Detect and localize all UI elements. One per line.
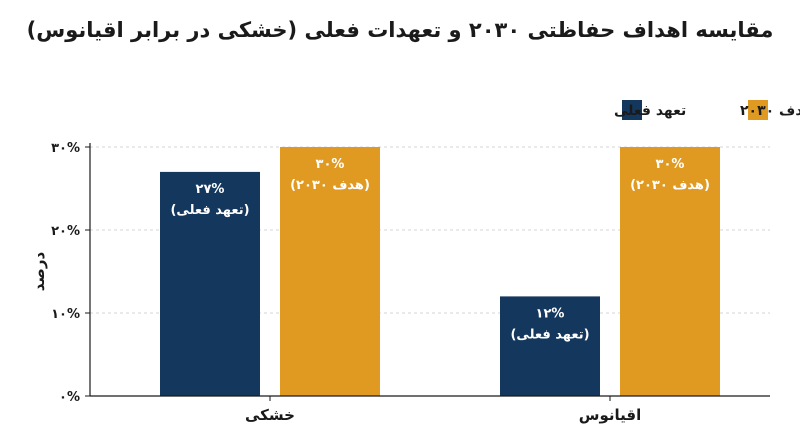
data-label-value: ۱۲% (536, 306, 565, 321)
y-tick-label: ۳۰% (51, 141, 80, 156)
bar (280, 147, 380, 396)
bars (160, 147, 720, 396)
bar (620, 147, 720, 396)
chart-title: مقایسه اهداف حفاظتی ۲۰۳۰ و تعهدات فعلی (… (26, 18, 774, 42)
legend-label: هدف ۲۰۳۰ (740, 103, 800, 119)
y-axis-label: درصد (30, 251, 48, 291)
data-label-value: ۲۷% (196, 182, 225, 197)
bar (500, 296, 600, 396)
legend-swatch (622, 100, 642, 120)
data-label-series: (تعهد فعلی) (170, 203, 249, 218)
x-tick-label: اقیانوس (579, 406, 641, 424)
legend-swatch (748, 100, 768, 120)
legend: هدف ۲۰۳۰ تعهد فعلی (614, 100, 800, 120)
data-label-value: ۳۰% (316, 157, 345, 172)
data-label-series: (هدف ۲۰۳۰) (290, 178, 370, 193)
y-tick-label: ۰% (59, 390, 80, 405)
x-tick-label: خشکی (245, 406, 295, 424)
y-tick-label: ۱۰% (51, 307, 80, 322)
axes: ۰% ۱۰% ۲۰% ۳۰% درصد خشکی اقیانوس (30, 141, 770, 424)
bar (160, 171, 260, 396)
data-label-value: ۳۰% (656, 157, 685, 172)
legend-label: تعهد فعلی (614, 103, 686, 119)
data-label-series: (هدف ۲۰۳۰) (630, 178, 710, 193)
bar-value-labels: ۲۷% (تعهد فعلی) ۳۰% (هدف ۲۰۳۰) ۱۲% (تعهد فعلی… (170, 157, 709, 342)
y-tick-label: ۲۰% (51, 224, 80, 239)
data-label-series: (تعهد فعلی) (510, 327, 589, 342)
